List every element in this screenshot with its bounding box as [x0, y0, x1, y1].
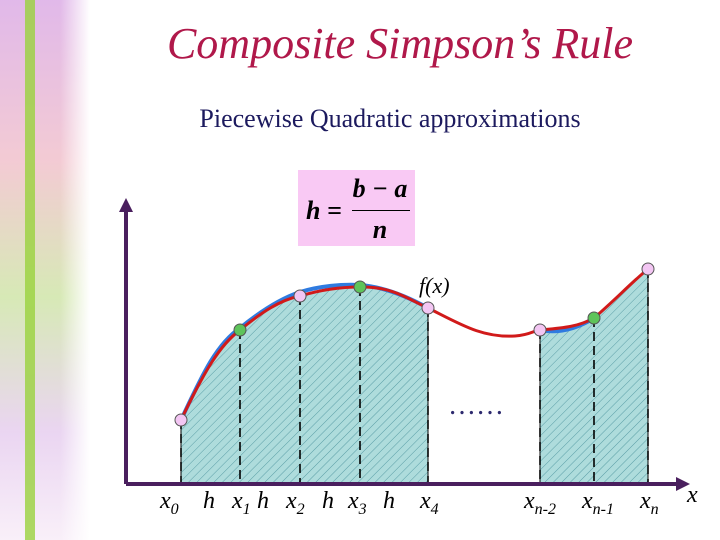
- node-label-x3: x3: [347, 488, 367, 518]
- node-label-subscript: 0: [171, 501, 179, 518]
- node-label-subscript: 2: [297, 501, 305, 518]
- node-label-xn: xn: [639, 488, 659, 518]
- node-label-x0: x0: [159, 488, 179, 518]
- formula-fraction-bar: [352, 210, 410, 211]
- nodes: [174, 262, 655, 427]
- node-label-xn-1: xn-1: [581, 488, 614, 518]
- node-x0: [174, 413, 188, 427]
- node-label-xn-2: xn-2: [523, 488, 556, 518]
- formula-lhs: h =: [306, 196, 342, 225]
- step-size-formula-box: [298, 170, 415, 246]
- node-label-x1: x1: [231, 488, 251, 518]
- node-label-x2: x2: [285, 488, 305, 518]
- shaded-panel-left: [180, 286, 429, 485]
- node-label-subscript: 3: [358, 501, 367, 518]
- formula-denominator: n: [372, 215, 388, 244]
- node-label-subscript: 4: [431, 501, 439, 518]
- node-dashed-lines: [180, 269, 649, 484]
- step-label-h: h: [203, 488, 215, 514]
- step-label-h: h: [322, 488, 334, 514]
- x-axis-label: x: [686, 482, 698, 508]
- x-axis-arrow: [676, 477, 690, 491]
- node-xn-2: [533, 323, 547, 337]
- node-label-subscript: n-1: [593, 501, 614, 518]
- node-xn-1: [587, 311, 601, 325]
- step-label-h: h: [257, 488, 269, 514]
- bottom-labels: x0 h x1 h x2 h x3 h x4 xn-2 xn-1 xn: [159, 488, 659, 518]
- node-label-x4: x4: [419, 488, 439, 518]
- node-label-subscript: n: [651, 501, 659, 518]
- node-x2: [293, 289, 307, 303]
- node-xn: [641, 262, 655, 276]
- node-x1: [233, 323, 247, 337]
- slide-subtitle: Piecewise Quadratic approximations: [199, 104, 581, 133]
- axes: [119, 198, 690, 491]
- node-label-subscript: 1: [243, 501, 251, 518]
- ellipsis: ……: [448, 390, 504, 421]
- node-label-subscript: n-2: [535, 501, 556, 518]
- formula-numerator: b − a: [352, 174, 408, 203]
- node-x3: [353, 280, 367, 294]
- step-label-h: h: [383, 488, 395, 514]
- y-axis-arrow: [119, 198, 133, 212]
- node-x4: [421, 301, 435, 315]
- slide-title: Composite Simpson’s Rule: [166, 19, 634, 68]
- function-label: f(x): [419, 273, 450, 298]
- decorative-side-pattern: [0, 0, 120, 540]
